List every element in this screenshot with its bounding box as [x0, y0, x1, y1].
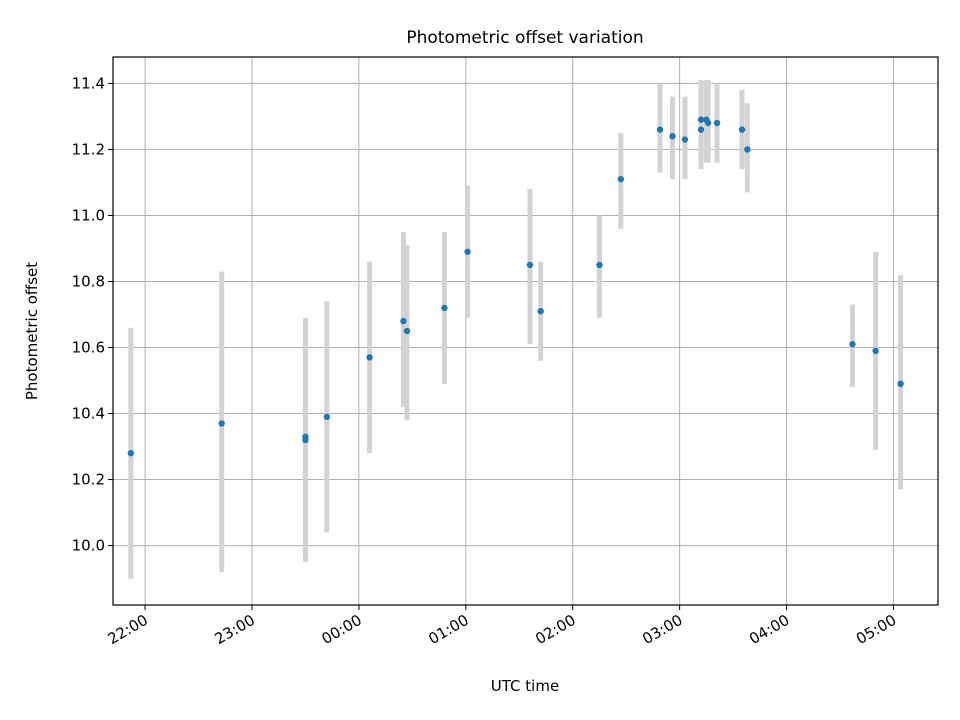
data-point	[713, 119, 721, 127]
data-point	[537, 307, 544, 315]
data-point	[526, 261, 534, 269]
data-point	[127, 449, 135, 457]
y-tick-label: 11.4	[72, 74, 105, 92]
data-point	[849, 341, 856, 348]
y-tick-label: 10.4	[72, 405, 105, 423]
x-axis-label: UTC time	[491, 677, 559, 695]
y-tick-label: 10.8	[72, 272, 105, 290]
y-tick-label: 10.2	[72, 471, 105, 489]
y-tick-label: 10.6	[72, 339, 105, 357]
data-point	[697, 126, 705, 133]
data-point	[302, 433, 309, 440]
y-tick-label: 11.0	[72, 206, 105, 224]
data-point	[738, 126, 746, 133]
data-point	[897, 380, 904, 388]
data-point	[464, 248, 471, 255]
plot-frame	[112, 56, 939, 606]
data-point	[218, 420, 225, 427]
y-axis-label: Photometric offset	[23, 262, 41, 400]
y-tick-label: 11.2	[72, 140, 105, 158]
data-point	[366, 354, 373, 361]
data-point	[744, 146, 751, 153]
data-point	[681, 136, 689, 143]
data-point	[704, 119, 712, 127]
data-point	[872, 347, 879, 355]
chart-title: Photometric offset variation	[406, 28, 643, 48]
grid	[113, 57, 938, 605]
y-axis-ticks: 10.0 10.2 10.4 10.6 10.8 11.0 11.2 11.4	[72, 74, 113, 555]
data-point	[323, 413, 331, 421]
data-point	[596, 261, 603, 269]
data-point	[697, 116, 705, 123]
data-point	[669, 133, 676, 140]
data-point	[403, 327, 411, 335]
data-point	[617, 175, 625, 183]
y-tick-label: 10.0	[72, 537, 105, 555]
data-points	[127, 116, 904, 457]
data-point	[441, 304, 448, 312]
data-point	[656, 126, 664, 133]
data-point	[400, 317, 407, 325]
